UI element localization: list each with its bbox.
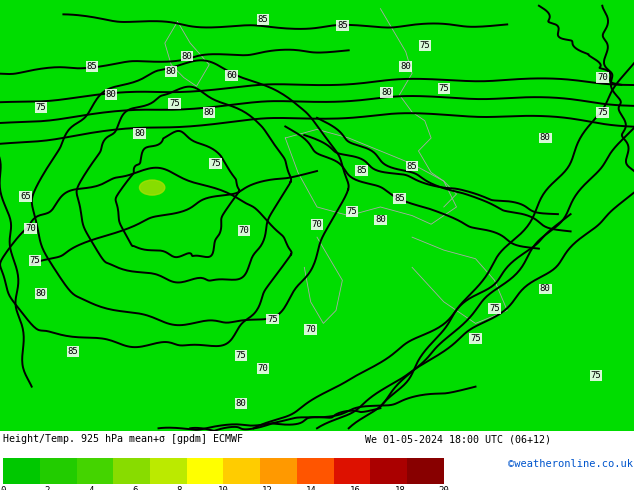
Bar: [40, 458, 77, 484]
Text: 80: 80: [382, 88, 392, 97]
Text: 80: 80: [401, 62, 411, 72]
Text: 16: 16: [351, 487, 361, 490]
Text: Height/Temp. 925 hPa mean+σ [gpdm] ECMWF: Height/Temp. 925 hPa mean+σ [gpdm] ECMWF: [3, 434, 243, 444]
Text: 85: 85: [258, 15, 268, 24]
Bar: [77, 458, 113, 484]
Text: 75: 75: [210, 159, 221, 169]
Text: 70: 70: [25, 224, 36, 233]
Text: 18: 18: [394, 487, 405, 490]
Text: 85: 85: [407, 162, 417, 171]
Text: 80: 80: [182, 51, 192, 61]
Text: 75: 75: [591, 370, 601, 380]
Text: 75: 75: [36, 103, 46, 112]
Text: 80: 80: [166, 67, 176, 75]
Text: 80: 80: [540, 284, 550, 294]
Text: 8: 8: [177, 487, 182, 490]
Text: 85: 85: [68, 347, 78, 356]
Text: ©weatheronline.co.uk: ©weatheronline.co.uk: [508, 459, 633, 468]
Ellipse shape: [139, 180, 165, 195]
Text: 75: 75: [347, 207, 357, 216]
Text: 80: 80: [540, 133, 550, 143]
Bar: [333, 458, 370, 484]
Text: 85: 85: [356, 166, 366, 175]
Text: 85: 85: [87, 62, 97, 72]
Text: 80: 80: [204, 108, 214, 117]
Text: 14: 14: [306, 487, 317, 490]
Text: 75: 75: [439, 84, 449, 93]
Bar: [223, 458, 260, 484]
Text: 75: 75: [597, 108, 607, 117]
Bar: [187, 458, 223, 484]
Text: 75: 75: [420, 41, 430, 50]
Text: 75: 75: [470, 334, 481, 343]
Text: 80: 80: [375, 216, 385, 224]
Text: 70: 70: [597, 73, 607, 82]
Text: 70: 70: [258, 364, 268, 373]
Text: 10: 10: [218, 487, 229, 490]
Text: 6: 6: [133, 487, 138, 490]
Text: 75: 75: [30, 256, 40, 266]
Text: 75: 75: [268, 315, 278, 323]
Text: We 01-05-2024 18:00 UTC (06+12): We 01-05-2024 18:00 UTC (06+12): [365, 434, 550, 444]
Text: 80: 80: [236, 399, 246, 408]
Bar: [260, 458, 297, 484]
Text: 0: 0: [1, 487, 6, 490]
Text: 20: 20: [439, 487, 449, 490]
Bar: [150, 458, 187, 484]
Text: 4: 4: [89, 487, 94, 490]
Text: 12: 12: [262, 487, 273, 490]
Text: 85: 85: [394, 194, 404, 203]
Text: 85: 85: [337, 22, 347, 30]
Bar: [370, 458, 407, 484]
Text: 2: 2: [44, 487, 50, 490]
Bar: [3, 458, 40, 484]
Text: 70: 70: [306, 325, 316, 334]
Text: 60: 60: [226, 71, 236, 80]
Bar: [407, 458, 444, 484]
Text: 75: 75: [236, 351, 246, 360]
Text: 65: 65: [20, 192, 30, 201]
Text: 75: 75: [489, 304, 500, 313]
Text: 70: 70: [239, 226, 249, 235]
Bar: [113, 458, 150, 484]
Text: 75: 75: [169, 99, 179, 108]
Text: 70: 70: [312, 220, 322, 229]
Bar: [297, 458, 333, 484]
Text: 80: 80: [36, 289, 46, 298]
Text: 80: 80: [134, 129, 145, 138]
Text: 80: 80: [106, 90, 116, 99]
